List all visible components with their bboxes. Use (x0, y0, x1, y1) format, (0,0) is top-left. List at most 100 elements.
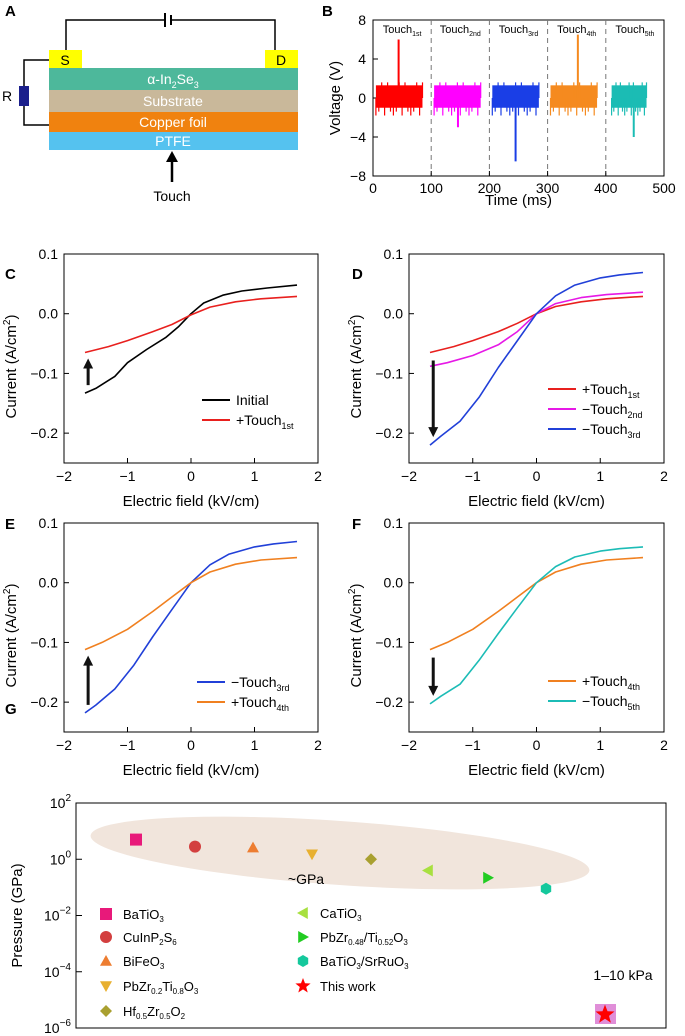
legend-label-text: BiFeO (123, 954, 160, 969)
data-point-1 (189, 840, 201, 853)
y-tick-label: 4 (358, 51, 366, 67)
legend-label-text2: Ti (162, 979, 172, 994)
legend-label: −Touch3rd (582, 421, 641, 440)
x-tick-label: 200 (478, 180, 502, 196)
y-tick-label: 102 (50, 793, 72, 811)
y-tick-label: 0.1 (384, 246, 404, 262)
x-tick-label: −2 (401, 468, 417, 484)
panel-letter-c: C (5, 266, 16, 283)
y-tick-label: 0.0 (39, 575, 59, 591)
layer-ptfe (49, 132, 298, 150)
legend-label-text3: O (393, 930, 403, 945)
legend-label-sub: 4th (628, 682, 641, 692)
legend-label: BaTiO3/SrRuO3 (320, 954, 409, 971)
y-tick-exp: 2 (65, 793, 71, 804)
x-tick-label: −1 (465, 468, 481, 484)
layer-label-ptfe: PTFE (155, 133, 191, 149)
legend-label: PbZr0.48/Ti0.52O3 (320, 930, 408, 947)
legend-label-sub2: 0.5 (159, 1012, 171, 1021)
legend-marker-3 (100, 981, 112, 992)
y-axis-label: Pressure (GPa) (9, 863, 26, 967)
x-tick-label: 0 (187, 468, 195, 484)
legend-label-sub2: 3 (404, 962, 409, 971)
x-tick-label: 2 (660, 468, 668, 484)
series-line-1 (429, 291, 644, 368)
x-tick-label: −2 (401, 737, 417, 753)
y-tick-label: 100 (50, 849, 72, 867)
x-tick-label: 100 (420, 180, 444, 196)
iv-chart-e: −2 −1 0 1 2 −0.2 −0.1 0.0 0.1 Electric field (kV/… (2, 515, 322, 779)
legend-label-sub: 2 (159, 938, 164, 947)
segment-label-sub: 1st (412, 31, 421, 38)
x-tick-label: 0 (533, 737, 541, 753)
x-tick-label: −2 (56, 468, 72, 484)
y-axis-label-end: ) (348, 584, 365, 589)
y-tick-label: 0.0 (384, 306, 404, 322)
legend-label-sub: 3rd (277, 683, 290, 693)
legend-label-text2: /Ti (364, 930, 378, 945)
iv-chart-c: −2 −1 0 1 2 −0.2 −0.1 0.0 0.1 Electric field (kV/… (2, 246, 322, 510)
legend-label-sub: 0.2 (151, 987, 163, 996)
legend-label-text: −Touch (582, 421, 628, 437)
panel-letter-e: E (5, 516, 15, 533)
legend-label-text: Hf (123, 1004, 136, 1019)
y-axis-label-text: Current (A/cm (348, 325, 365, 418)
legend-label: +Touch1st (236, 412, 294, 431)
y-tick-label: 0.0 (384, 575, 404, 591)
work-label: 1–10 kPa (593, 967, 652, 983)
legend-label: BiFeO3 (123, 954, 165, 971)
y-tick-label: −0.1 (30, 634, 58, 650)
y-tick-base: 10 (44, 964, 60, 980)
x-axis-label: Electric field (kV/cm) (123, 762, 260, 779)
y-tick-label: −0.2 (375, 694, 403, 710)
legend-label-sub2: 0.52 (378, 938, 394, 947)
x-tick-label: 2 (314, 737, 322, 753)
series-line-1 (84, 556, 298, 651)
noise-ticks-3 (549, 82, 598, 116)
legend-label-sub: 1st (628, 390, 641, 400)
y-tick-label: −0.1 (375, 634, 403, 650)
noise-ticks-1 (433, 82, 482, 116)
y-axis-label-sup: 2 (2, 319, 13, 325)
x-tick-label: 0 (187, 737, 195, 753)
segment-label-sub: 2nd (469, 31, 481, 38)
x-axis-label: Electric field (kV/cm) (123, 493, 260, 510)
y-tick-base: 10 (44, 1020, 60, 1036)
layer-substrate (49, 90, 298, 112)
y-axis-label-end: ) (3, 584, 20, 589)
legend-label: CaTiO3 (320, 906, 362, 923)
legend-label-text: +Touch (582, 381, 628, 397)
segment-label-text: Touch (499, 24, 528, 36)
legend-marker-8 (295, 978, 311, 993)
y-tick-label: 0.0 (39, 306, 59, 322)
legend-label-text3: O (171, 1004, 181, 1019)
legend-label-sub3: 2 (181, 1012, 186, 1021)
legend-label-text: Initial (236, 392, 269, 408)
segment-label: Touch4th (557, 24, 596, 38)
legend-label: This work (320, 979, 376, 994)
segment-label-sub: 3rd (528, 31, 538, 38)
x-tick-label: −1 (120, 468, 136, 484)
legend-marker-5 (297, 907, 308, 919)
panel-letter-g: G (5, 701, 17, 718)
legend-label-sub: 2nd (628, 410, 643, 420)
y-tick-label: 0.1 (384, 515, 404, 531)
legend-marker-4 (100, 1005, 112, 1017)
y-tick-exp: −6 (60, 1018, 72, 1029)
x-tick-label: 1 (596, 737, 604, 753)
legend-label-text: −Touch (582, 693, 628, 709)
y-axis-label: Current (A/cm2) (2, 315, 20, 419)
legend-label-text: PbZr (123, 979, 152, 994)
x-tick-label: 1 (596, 468, 604, 484)
data-point-2 (247, 841, 259, 853)
device-schematic: R α-In2Se3 Substrate Copper foil PTFE S … (2, 13, 298, 204)
series-line-0 (84, 284, 298, 394)
y-tick-exp: 0 (65, 849, 71, 860)
series-line-0 (429, 295, 644, 354)
y-tick-label: 0.1 (39, 246, 59, 262)
y-axis-label: Current (A/cm2) (347, 315, 365, 419)
y-tick-base: 10 (44, 908, 60, 924)
y-axis-label: Current (A/cm2) (347, 584, 365, 688)
series-line-0 (84, 540, 298, 714)
